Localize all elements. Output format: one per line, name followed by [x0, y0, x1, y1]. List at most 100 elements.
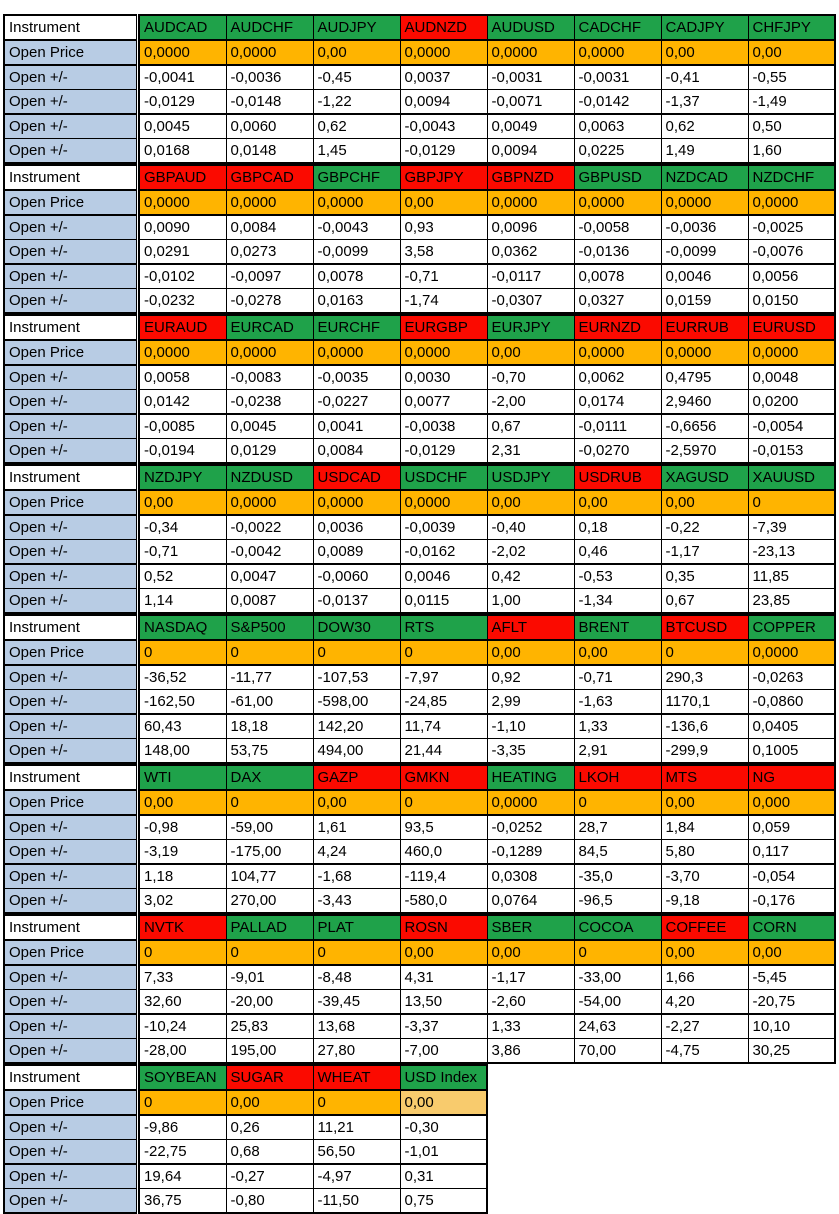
open-change-cell[interactable]: 1,84: [660, 814, 749, 840]
open-change-cell[interactable]: -0,0860: [747, 689, 836, 715]
open-change-cell[interactable]: 0,0150: [747, 288, 836, 314]
open-change-cell[interactable]: -1,74: [399, 288, 488, 314]
open-change-cell[interactable]: -10,24: [138, 1013, 227, 1039]
open-change-cell[interactable]: 36,75: [138, 1188, 227, 1214]
open-change-cell[interactable]: 0,62: [312, 113, 401, 139]
open-change-cell[interactable]: 0,0045: [138, 113, 227, 139]
instrument-cell[interactable]: CHFJPY: [747, 14, 836, 41]
open-change-cell[interactable]: 28,7: [573, 814, 662, 840]
open-price-cell[interactable]: 0,0000: [747, 339, 836, 366]
open-change-cell[interactable]: 0,92: [486, 664, 575, 690]
row-label-open-change[interactable]: Open +/-: [3, 64, 137, 90]
open-change-cell[interactable]: -61,00: [225, 689, 314, 715]
open-change-cell[interactable]: 0,0087: [225, 588, 314, 614]
open-change-cell[interactable]: -7,97: [399, 664, 488, 690]
open-change-cell[interactable]: -0,0031: [573, 64, 662, 90]
open-change-cell[interactable]: -0,0278: [225, 288, 314, 314]
instrument-cell[interactable]: NZDJPY: [138, 464, 227, 491]
instrument-cell[interactable]: USDCHF: [399, 464, 488, 491]
instrument-cell[interactable]: COPPER: [747, 614, 836, 641]
open-change-cell[interactable]: 0,0094: [486, 138, 575, 164]
open-change-cell[interactable]: 0,0159: [660, 288, 749, 314]
open-price-cell[interactable]: 0: [225, 939, 314, 966]
open-price-cell[interactable]: 0,00: [747, 939, 836, 966]
row-label-open-change[interactable]: Open +/-: [3, 89, 137, 115]
open-price-cell[interactable]: 0,0000: [225, 39, 314, 66]
instrument-cell[interactable]: NZDUSD: [225, 464, 314, 491]
open-change-cell[interactable]: -0,98: [138, 814, 227, 840]
row-label-open-change[interactable]: Open +/-: [3, 713, 137, 739]
open-change-cell[interactable]: 460,0: [399, 839, 488, 865]
open-change-cell[interactable]: -0,0038: [399, 413, 488, 439]
open-change-cell[interactable]: 1,18: [138, 863, 227, 889]
instrument-cell[interactable]: XAUUSD: [747, 464, 836, 491]
row-label-open-price[interactable]: Open Price: [3, 639, 137, 666]
open-change-cell[interactable]: -0,0022: [225, 514, 314, 540]
instrument-cell[interactable]: RTS: [399, 614, 488, 641]
open-change-cell[interactable]: -9,86: [138, 1114, 227, 1140]
open-price-cell[interactable]: 0,0000: [138, 339, 227, 366]
row-label-open-change[interactable]: Open +/-: [3, 514, 137, 540]
instrument-cell[interactable]: GBPCAD: [225, 164, 314, 191]
row-label-instrument[interactable]: Instrument: [3, 914, 137, 941]
open-change-cell[interactable]: -0,0307: [486, 288, 575, 314]
open-change-cell[interactable]: 0,0090: [138, 214, 227, 240]
open-change-cell[interactable]: -0,0076: [747, 239, 836, 265]
open-change-cell[interactable]: -119,4: [399, 863, 488, 889]
row-label-open-change[interactable]: Open +/-: [3, 389, 137, 415]
instrument-cell[interactable]: DAX: [225, 764, 314, 791]
row-label-open-change[interactable]: Open +/-: [3, 138, 137, 164]
open-price-cell[interactable]: 0,00: [138, 489, 227, 516]
open-price-cell[interactable]: 0,00: [660, 789, 749, 816]
open-change-cell[interactable]: 0,42: [486, 563, 575, 589]
open-change-cell[interactable]: -0,0136: [573, 239, 662, 265]
open-change-cell[interactable]: -0,0117: [486, 263, 575, 289]
open-price-cell[interactable]: 0,0000: [138, 189, 227, 216]
open-change-cell[interactable]: 0,0163: [312, 288, 401, 314]
open-change-cell[interactable]: -4,97: [312, 1163, 401, 1189]
open-change-cell[interactable]: -0,0153: [747, 438, 836, 464]
open-change-cell[interactable]: 10,10: [747, 1013, 836, 1039]
open-price-cell[interactable]: 0,0000: [225, 489, 314, 516]
open-change-cell[interactable]: -11,50: [312, 1188, 401, 1214]
open-change-cell[interactable]: -9,18: [660, 888, 749, 914]
open-change-cell[interactable]: 13,68: [312, 1013, 401, 1039]
open-price-cell[interactable]: 0: [399, 639, 488, 666]
open-change-cell[interactable]: -7,39: [747, 514, 836, 540]
open-change-cell[interactable]: 0,0084: [225, 214, 314, 240]
open-change-cell[interactable]: -0,0042: [225, 539, 314, 565]
open-change-cell[interactable]: -0,054: [747, 863, 836, 889]
open-price-cell[interactable]: 0: [660, 639, 749, 666]
open-change-cell[interactable]: -0,41: [660, 64, 749, 90]
open-change-cell[interactable]: 0,93: [399, 214, 488, 240]
open-change-cell[interactable]: -0,0232: [138, 288, 227, 314]
open-change-cell[interactable]: 0,0037: [399, 64, 488, 90]
open-change-cell[interactable]: 0,1005: [747, 738, 836, 764]
row-label-open-change[interactable]: Open +/-: [3, 989, 137, 1015]
row-label-open-price[interactable]: Open Price: [3, 339, 137, 366]
open-change-cell[interactable]: -1,34: [573, 588, 662, 614]
open-change-cell[interactable]: -96,5: [573, 888, 662, 914]
row-label-open-change[interactable]: Open +/-: [3, 738, 137, 764]
open-change-cell[interactable]: 0,0129: [225, 438, 314, 464]
open-change-cell[interactable]: 0,0174: [573, 389, 662, 415]
open-change-cell[interactable]: 0,0089: [312, 539, 401, 565]
instrument-cell[interactable]: EURAUD: [138, 314, 227, 341]
open-change-cell[interactable]: -0,0227: [312, 389, 401, 415]
open-change-cell[interactable]: -0,55: [747, 64, 836, 90]
open-change-cell[interactable]: -8,48: [312, 964, 401, 990]
open-change-cell[interactable]: -2,60: [486, 989, 575, 1015]
instrument-cell[interactable]: WHEAT: [312, 1064, 401, 1091]
instrument-cell[interactable]: AUDCHF: [225, 14, 314, 41]
open-change-cell[interactable]: 1,00: [486, 588, 575, 614]
open-change-cell[interactable]: 0,0049: [486, 113, 575, 139]
instrument-cell[interactable]: GBPJPY: [399, 164, 488, 191]
open-change-cell[interactable]: -1,17: [660, 539, 749, 565]
open-price-cell[interactable]: 0,0000: [573, 339, 662, 366]
open-change-cell[interactable]: 0,0115: [399, 588, 488, 614]
open-change-cell[interactable]: 0,0094: [399, 89, 488, 115]
open-change-cell[interactable]: 0,0200: [747, 389, 836, 415]
open-change-cell[interactable]: 0,0084: [312, 438, 401, 464]
open-change-cell[interactable]: 148,00: [138, 738, 227, 764]
open-change-cell[interactable]: -0,0041: [138, 64, 227, 90]
